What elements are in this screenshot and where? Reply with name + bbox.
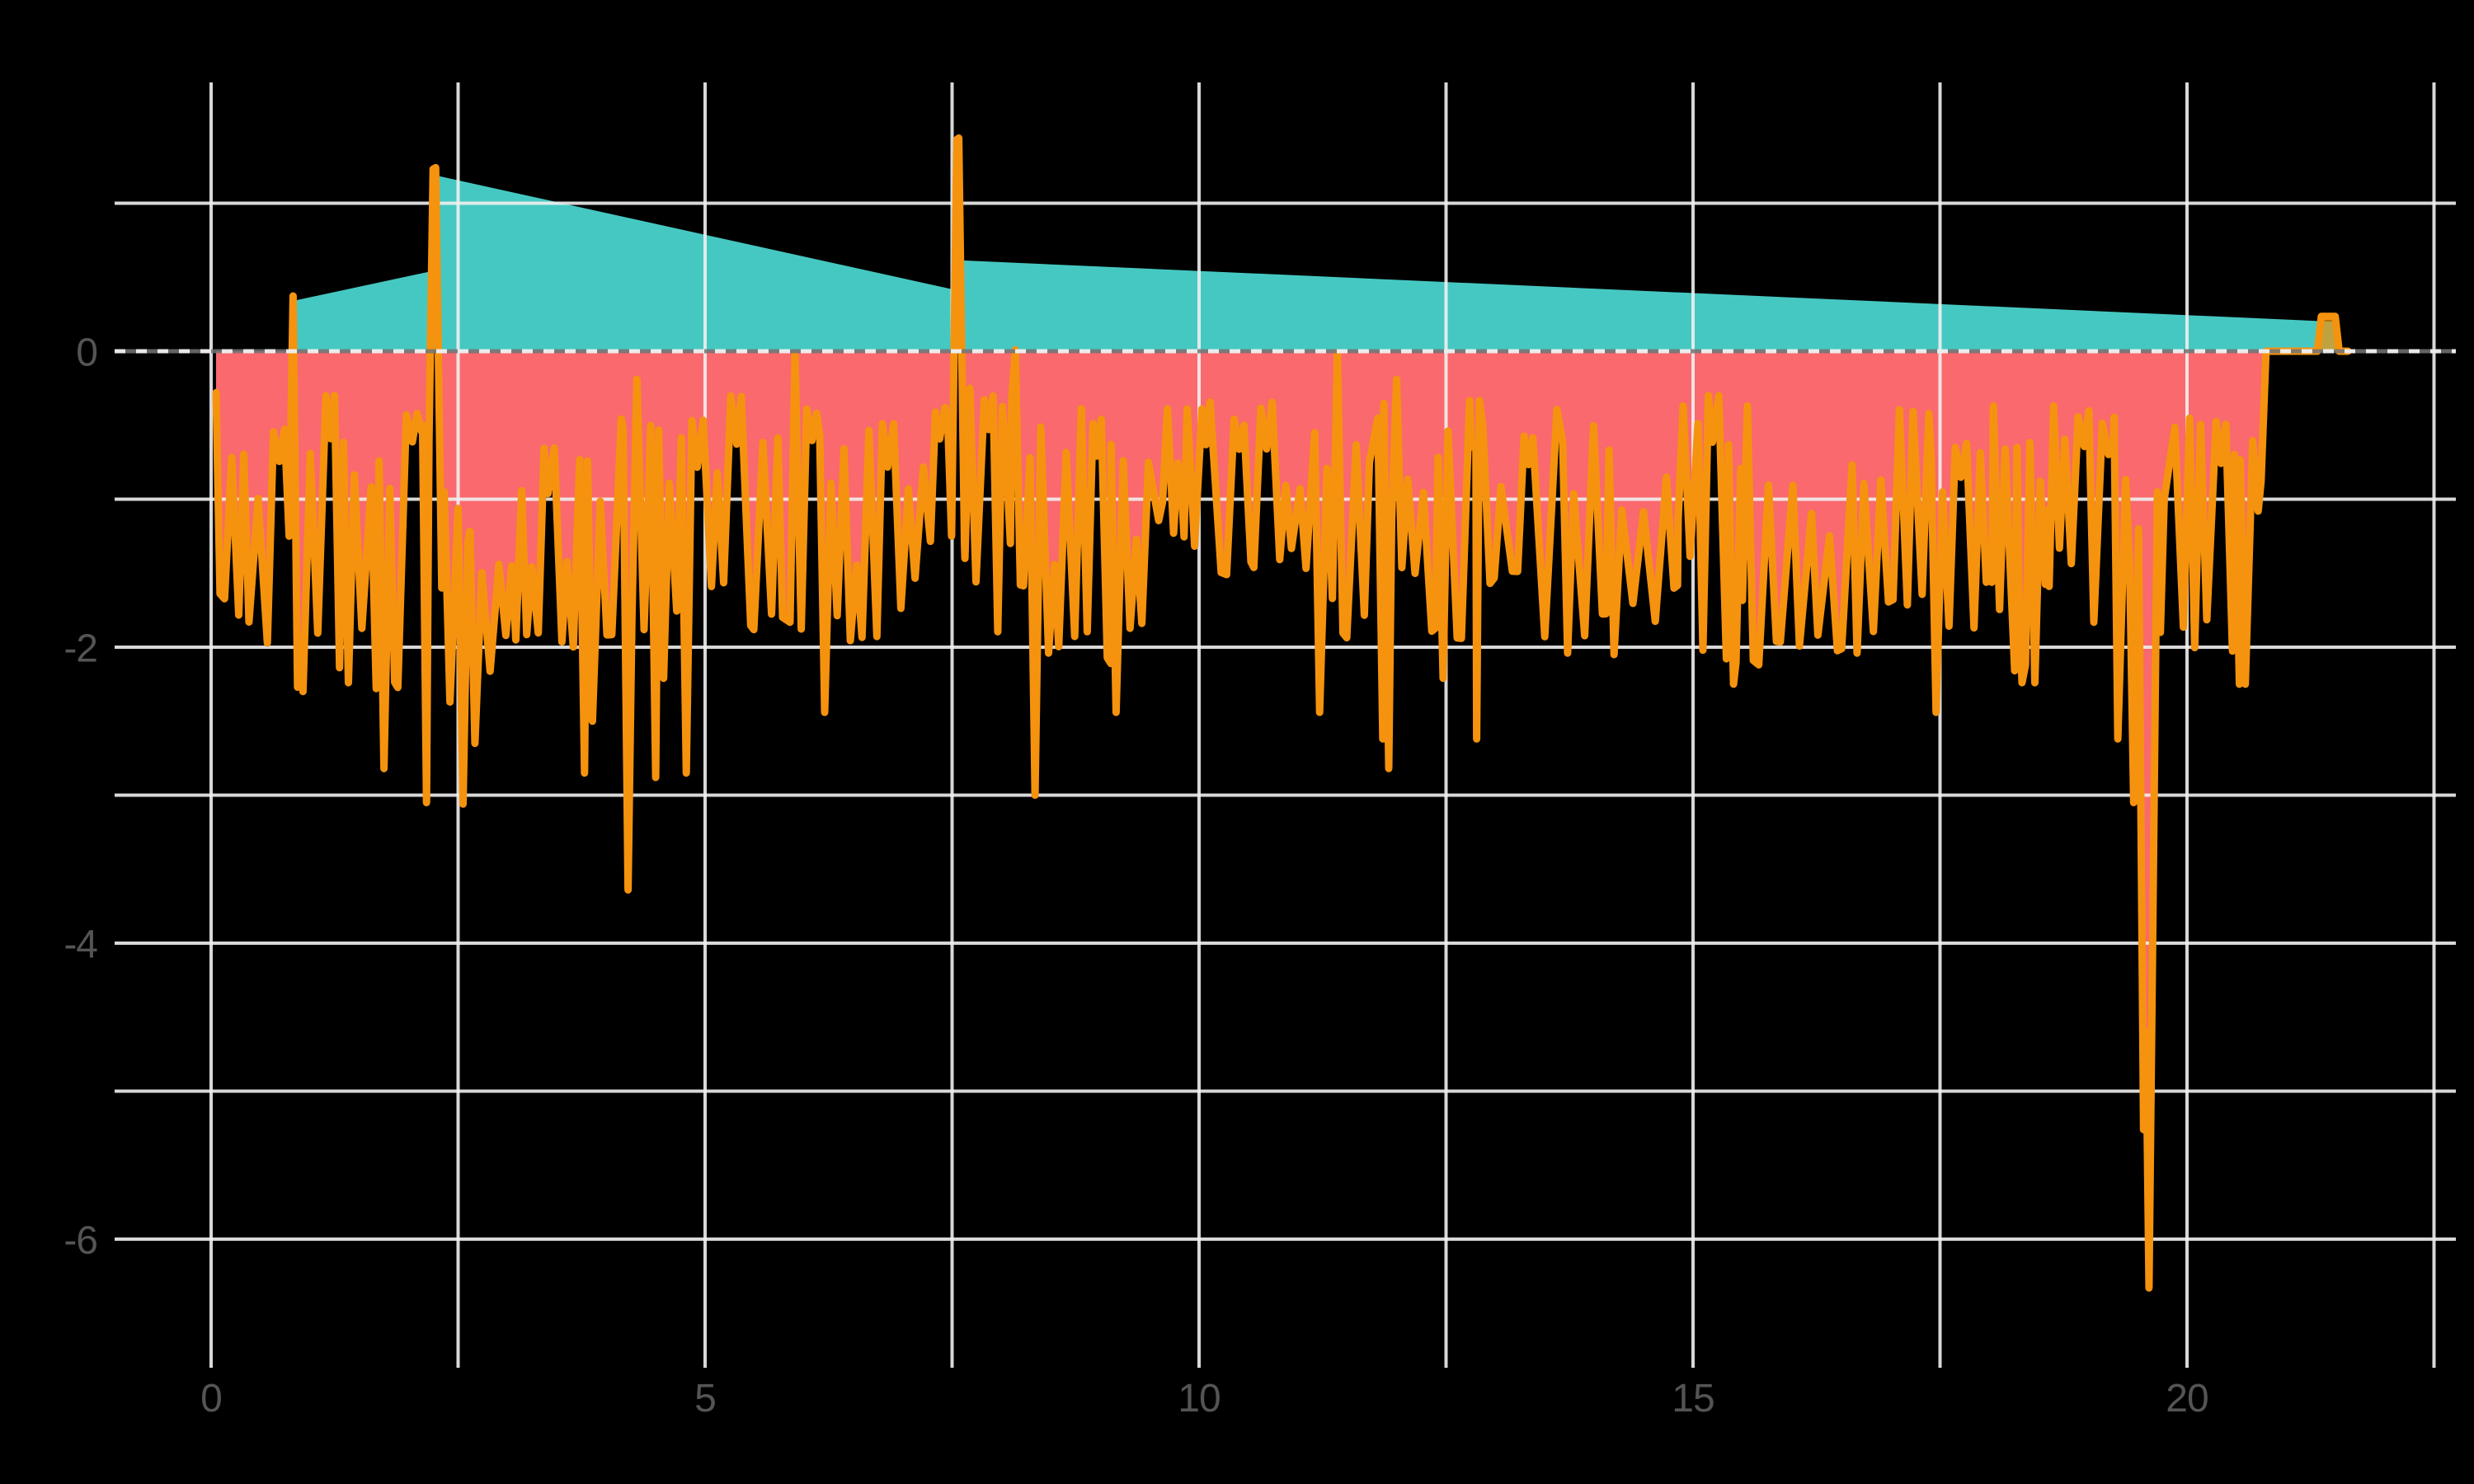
svg-text:0: 0 [200, 1377, 222, 1421]
svg-text:10: 10 [1178, 1377, 1220, 1421]
svg-text:5: 5 [694, 1377, 716, 1421]
svg-text:15: 15 [1672, 1377, 1714, 1421]
svg-text:-4: -4 [63, 923, 97, 967]
svg-text:-6: -6 [63, 1219, 97, 1263]
svg-text:20: 20 [2166, 1377, 2208, 1421]
svg-text:0: 0 [76, 331, 97, 375]
svg-text:-2: -2 [63, 627, 97, 671]
